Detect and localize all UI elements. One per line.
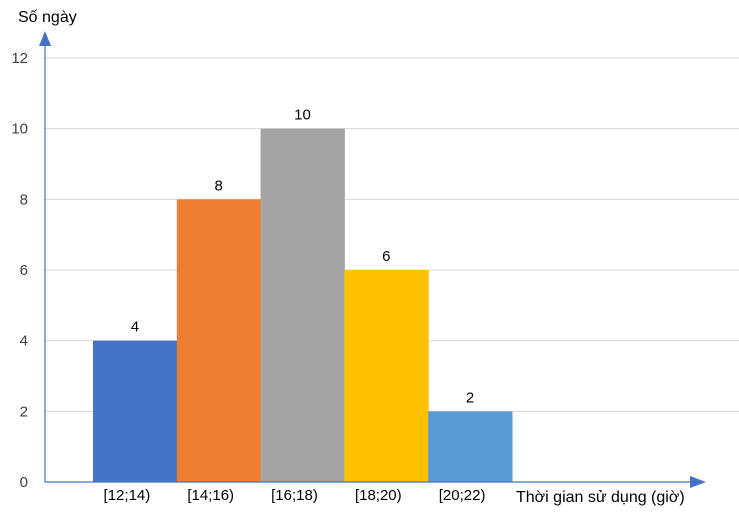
data-label: 10: [294, 107, 311, 124]
data-label: 4: [131, 319, 139, 336]
x-tick-label: [14;16): [187, 487, 234, 504]
y-tick-label: 0: [20, 474, 28, 491]
bar: [93, 340, 178, 482]
data-label: 8: [215, 177, 223, 194]
x-axis-arrow: [690, 476, 706, 488]
bar: [344, 270, 429, 482]
axes: [39, 31, 706, 488]
x-tick-label: [12;14): [104, 487, 151, 504]
y-tick-label: 8: [20, 191, 28, 208]
y-tick-label: 12: [11, 50, 28, 67]
y-tick-label: 4: [20, 333, 28, 350]
y-tick-label: 6: [20, 262, 28, 279]
y-tick-label: 10: [11, 121, 28, 138]
x-axis-title: Thời gian sử dụng (giờ): [516, 489, 685, 506]
x-tick-label: [18;20): [355, 487, 402, 504]
bar: [428, 411, 513, 482]
y-axis-title: Số ngày: [18, 9, 77, 26]
bar: [260, 128, 345, 482]
data-label: 2: [466, 389, 474, 406]
x-tick-label: [20;22): [439, 487, 486, 504]
y-axis-arrow: [39, 31, 51, 46]
y-tick-labels: 0 2 4 6 8 10 12: [11, 50, 28, 491]
x-tick-label: [16;18): [271, 487, 318, 504]
data-label: 6: [382, 248, 390, 265]
data-labels: 4 8 10 6 2: [131, 107, 475, 407]
bar: [176, 199, 262, 483]
y-tick-label: 2: [20, 403, 28, 420]
bars: [93, 128, 513, 483]
category-labels: [12;14) [14;16) [16;18) [18;20) [20;22): [104, 487, 486, 504]
